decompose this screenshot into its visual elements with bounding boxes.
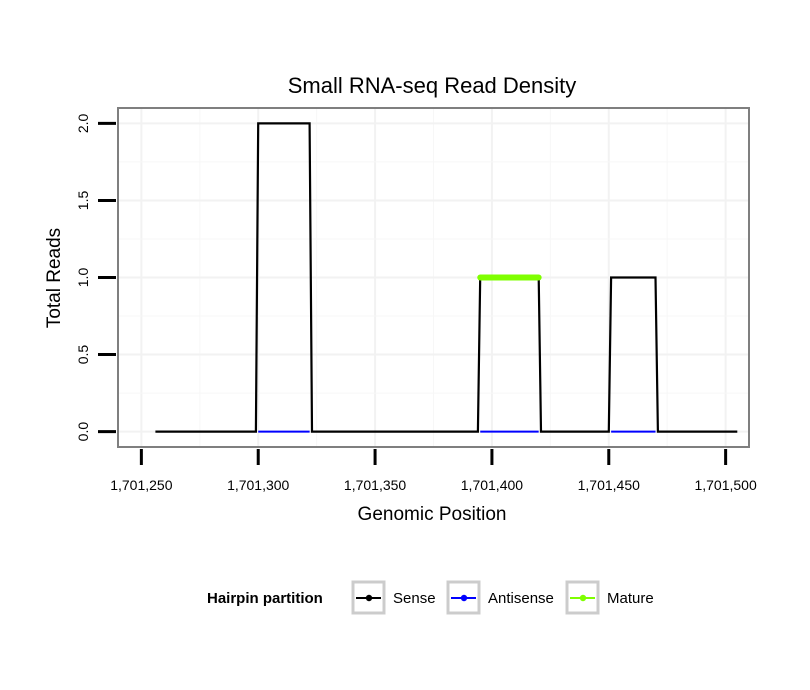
legend-title: Hairpin partition: [207, 590, 323, 607]
y-tick-label: 0.5: [75, 345, 91, 365]
legend-label-mature: Mature: [607, 590, 654, 607]
grid-lines: [119, 109, 748, 446]
x-axis-label: Genomic Position: [358, 504, 507, 525]
x-tick-label: 1,701,350: [344, 477, 406, 493]
chart-title: Small RNA-seq Read Density: [288, 73, 577, 98]
legend-item-antisense: Antisense: [446, 580, 554, 615]
y-axis-label: Total Reads: [44, 228, 65, 328]
axes: 1,701,250 1,701,300 1,701,350 1,701,400 1,70…: [75, 113, 757, 493]
legend-label-antisense: Antisense: [488, 590, 554, 607]
x-tick-label: 1,701,400: [461, 477, 523, 493]
legend-dot-mature: [579, 594, 587, 602]
x-tick-label: 1,701,250: [110, 477, 172, 493]
data-series: [155, 122, 738, 433]
y-tick-label: 0.0: [75, 422, 91, 442]
x-tick-label: 1,701,450: [578, 477, 640, 493]
legend-dot-antisense: [460, 594, 468, 602]
x-tick-label: 1,701,500: [694, 477, 756, 493]
y-tick-label: 1.5: [75, 191, 91, 211]
legend: Hairpin partition Sense Antisense Mature: [207, 580, 654, 615]
x-tick-label: 1,701,300: [227, 477, 289, 493]
legend-label-sense: Sense: [393, 590, 436, 607]
y-tick-label: 1.0: [75, 268, 91, 288]
legend-item-mature: Mature: [565, 580, 654, 615]
legend-item-sense: Sense: [351, 580, 436, 615]
y-tick-label: 2.0: [75, 113, 91, 133]
legend-dot-sense: [365, 594, 373, 602]
